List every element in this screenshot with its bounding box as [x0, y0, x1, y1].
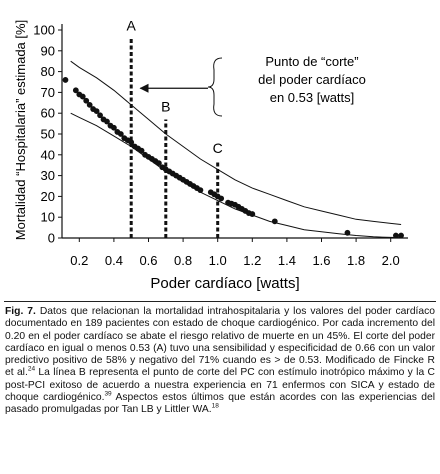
x-tick-label: 0.2 [70, 253, 88, 268]
data-point [138, 147, 145, 154]
data-point [93, 108, 100, 115]
x-tick-label: 2.0 [382, 253, 400, 268]
data-point [197, 187, 204, 194]
y-tick-label: 50 [41, 127, 55, 142]
caption-label: Fig. 7. [5, 306, 36, 317]
data-point [398, 232, 404, 239]
data-point [79, 93, 86, 100]
x-tick-label: 1.8 [347, 253, 365, 268]
lower-confidence-curve [70, 112, 402, 239]
data-point [117, 131, 124, 137]
data-point [249, 211, 256, 217]
data-point [104, 118, 110, 125]
data-point [344, 229, 351, 236]
x-tick-label: 1.2 [243, 253, 261, 268]
caption-ref-2: 39 [104, 390, 112, 398]
y-axis-title: Mortalidad “Hospitalaria” estimada [%] [13, 20, 28, 240]
y-tick-label: 30 [41, 168, 55, 183]
y-tick-label: 20 [41, 189, 55, 204]
x-tick-label: 1.6 [312, 253, 330, 268]
data-point [62, 77, 69, 83]
y-tick-label: 70 [41, 85, 55, 100]
data-point [392, 232, 399, 239]
cutoff-label-a: A [127, 17, 137, 33]
caption-text-1: Datos que relacionan la mortalidad intra… [5, 306, 436, 379]
y-tick-label: 10 [41, 210, 55, 225]
y-tick-label: 90 [41, 43, 55, 58]
caption-ref-1: 24 [27, 366, 36, 374]
data-point [97, 112, 103, 119]
upper-confidence-curve [70, 60, 402, 225]
annotation-brace [207, 57, 223, 117]
caption-text-3: Aspectos estos últimos que están acordes… [5, 392, 435, 416]
x-tick-label: 0.6 [139, 253, 157, 268]
annotation-text-line: del poder cardíaco [258, 72, 366, 87]
data-point [83, 97, 90, 104]
data-point [218, 195, 225, 202]
x-tick-label: 0.8 [174, 253, 192, 268]
data-point [111, 124, 117, 131]
y-tick-label: 60 [41, 106, 55, 121]
data-point [128, 139, 135, 146]
x-tick-label: 1.0 [209, 253, 227, 268]
mortality-vs-cardiac-power-chart: 0 10 20 30 40 50 60 70 80 90 100 0.2 0.4 0.6 0.8 1.0 1.2… [13, 17, 408, 292]
cutoff-label-b: B [161, 98, 170, 114]
data-point [271, 218, 278, 225]
data-point [72, 87, 79, 94]
data-point [86, 101, 93, 108]
y-tick-label: 0 [48, 231, 55, 246]
y-tick-label: 80 [41, 64, 55, 79]
y-tick-label: 40 [41, 147, 55, 162]
cutoff-label-c: C [213, 140, 223, 156]
x-tick-label: 0.4 [105, 253, 123, 268]
figure-caption: Fig. 7. Datos que relacionan la mortalid… [5, 306, 435, 417]
caption-divider [4, 301, 436, 302]
annotation-text-line: en 0.53 [watts] [270, 90, 355, 105]
caption-ref-3: 18 [211, 402, 219, 410]
y-tick-label: 100 [33, 23, 55, 38]
x-axis-title: Poder cardíaco [watts] [150, 275, 299, 292]
x-tick-label: 1.4 [278, 253, 296, 268]
annotation-text-line: Punto de “corte” [265, 54, 358, 69]
data-point [155, 160, 162, 167]
caption-text-2: La línea B representa el punto de corte … [5, 367, 435, 404]
